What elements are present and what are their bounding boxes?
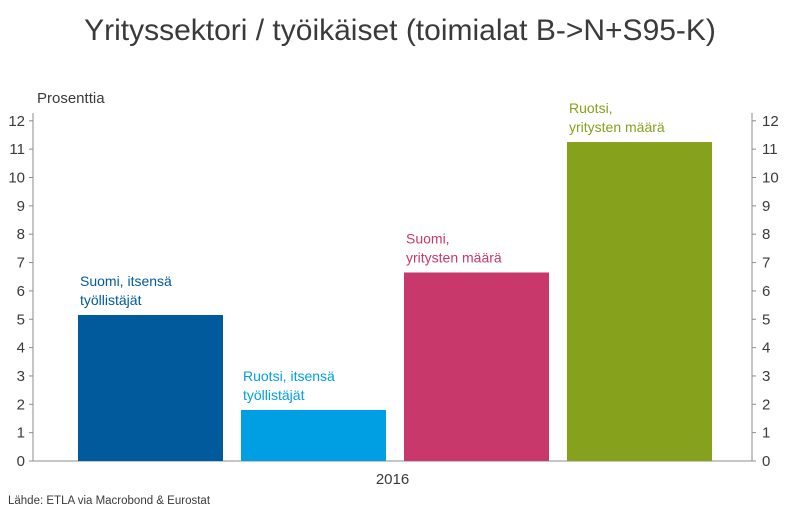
y-tick-label-left: 3 — [17, 368, 25, 385]
bar — [78, 314, 223, 461]
bar-label: työllistäjät — [243, 387, 305, 403]
source-note: Lähde: ETLA via Macrobond & Eurostat — [8, 495, 211, 507]
y-tick-label-right: 3 — [762, 368, 770, 385]
bar-label: työllistäjät — [80, 292, 142, 308]
bar-label: Ruotsi, — [569, 100, 613, 116]
bar-label: Ruotsi, itsensä — [243, 368, 335, 384]
y-tick-label-left: 6 — [17, 283, 25, 300]
y-tick-label-left: 2 — [17, 396, 25, 413]
bar-label: Suomi, itsensä — [80, 273, 172, 289]
y-tick-label-right: 10 — [762, 170, 779, 187]
y-tick-label-right: 5 — [762, 311, 770, 328]
y-tick-label-left: 4 — [17, 340, 25, 357]
bar-label: yritysten määrä — [406, 249, 502, 265]
y-tick-label-left: 9 — [17, 198, 25, 215]
y-axis-label: Prosenttia — [37, 90, 105, 107]
y-tick-label-right: 6 — [762, 283, 770, 300]
chart-title: Yrityssektori / työikäiset (toimialat B-… — [84, 14, 716, 47]
bar-label: yritysten määrä — [569, 119, 665, 135]
bar — [567, 142, 712, 461]
y-tick-label-right: 9 — [762, 198, 770, 215]
y-tick-label-left: 10 — [8, 170, 25, 187]
y-tick-label-left: 1 — [17, 425, 25, 442]
y-tick-label-right: 12 — [762, 113, 779, 130]
y-tick-label-right: 4 — [762, 340, 770, 357]
y-tick-label-right: 0 — [762, 453, 770, 470]
y-tick-label-right: 8 — [762, 226, 770, 243]
bar — [404, 272, 549, 461]
y-tick-label-left: 12 — [8, 113, 25, 130]
bar — [241, 409, 386, 461]
bar-label: Suomi, — [406, 230, 450, 246]
y-tick-label-left: 11 — [9, 141, 25, 158]
y-tick-label-right: 2 — [762, 396, 770, 413]
y-tick-label-left: 8 — [17, 226, 25, 243]
y-tick-label-right: 7 — [762, 255, 770, 272]
y-tick-label-right: 11 — [762, 141, 778, 158]
y-tick-label-left: 0 — [17, 453, 25, 470]
y-tick-label-left: 7 — [17, 255, 25, 272]
x-category-label: 2016 — [376, 471, 409, 488]
y-tick-label-left: 5 — [17, 311, 25, 328]
y-tick-label-right: 1 — [762, 425, 770, 442]
